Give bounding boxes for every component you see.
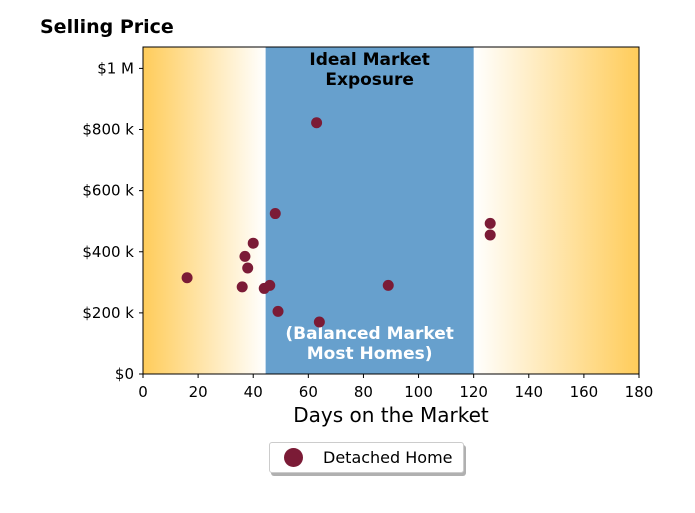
- data-point: [484, 229, 496, 241]
- y-tick-label: $800 k: [82, 121, 134, 139]
- plot-frame: [142, 46, 640, 375]
- data-point: [272, 305, 284, 317]
- data-point: [264, 279, 276, 291]
- data-point: [236, 281, 248, 293]
- balanced-label-line1: (Balanced Market: [285, 324, 454, 344]
- y-tick-label: $200 k: [82, 304, 134, 322]
- x-tick-label: 80: [354, 383, 373, 401]
- x-tick-label: 120: [459, 383, 488, 401]
- data-point: [382, 279, 394, 291]
- ideal-label-line2: Exposure: [325, 70, 414, 90]
- ideal-label-line1: Ideal Market: [309, 50, 430, 70]
- data-point: [311, 117, 323, 129]
- axes: 0 20 40 60 80 100 120 140 160 180 $0 $200 k $400 k $6…: [82, 59, 653, 427]
- x-tick-label: 100: [404, 383, 433, 401]
- x-tick-label: 40: [244, 383, 263, 401]
- y-tick-label: $400 k: [82, 243, 134, 261]
- x-tick-label: 60: [299, 383, 318, 401]
- data-point: [239, 250, 251, 262]
- ideal-exposure-band: [265, 47, 474, 374]
- x-tick-label: 20: [189, 383, 208, 401]
- y-tick-label: $600 k: [82, 182, 134, 200]
- data-points: [181, 117, 496, 328]
- chart-title: Selling Price: [40, 16, 174, 38]
- x-tick-label: 160: [570, 383, 599, 401]
- legend-label: Detached Home: [323, 448, 453, 467]
- legend: Detached Home: [269, 442, 464, 473]
- data-point: [313, 316, 325, 328]
- balanced-label-line2: Most Homes): [307, 344, 433, 364]
- data-point: [242, 262, 254, 274]
- x-tick-label: 140: [514, 383, 543, 401]
- legend-marker: [284, 448, 303, 467]
- left-gradient-band: [143, 47, 266, 374]
- x-tick-label: 0: [138, 383, 148, 401]
- right-gradient-band: [473, 47, 639, 374]
- data-point: [247, 237, 259, 249]
- data-point: [484, 217, 496, 229]
- data-point: [269, 208, 281, 220]
- background-bands: [143, 47, 639, 374]
- y-tick-label: $0: [115, 365, 134, 383]
- data-point: [181, 272, 193, 284]
- x-axis-label: Days on the Market: [293, 403, 489, 427]
- x-tick-label: 180: [625, 383, 654, 401]
- y-tick-label: $1 M: [97, 59, 134, 77]
